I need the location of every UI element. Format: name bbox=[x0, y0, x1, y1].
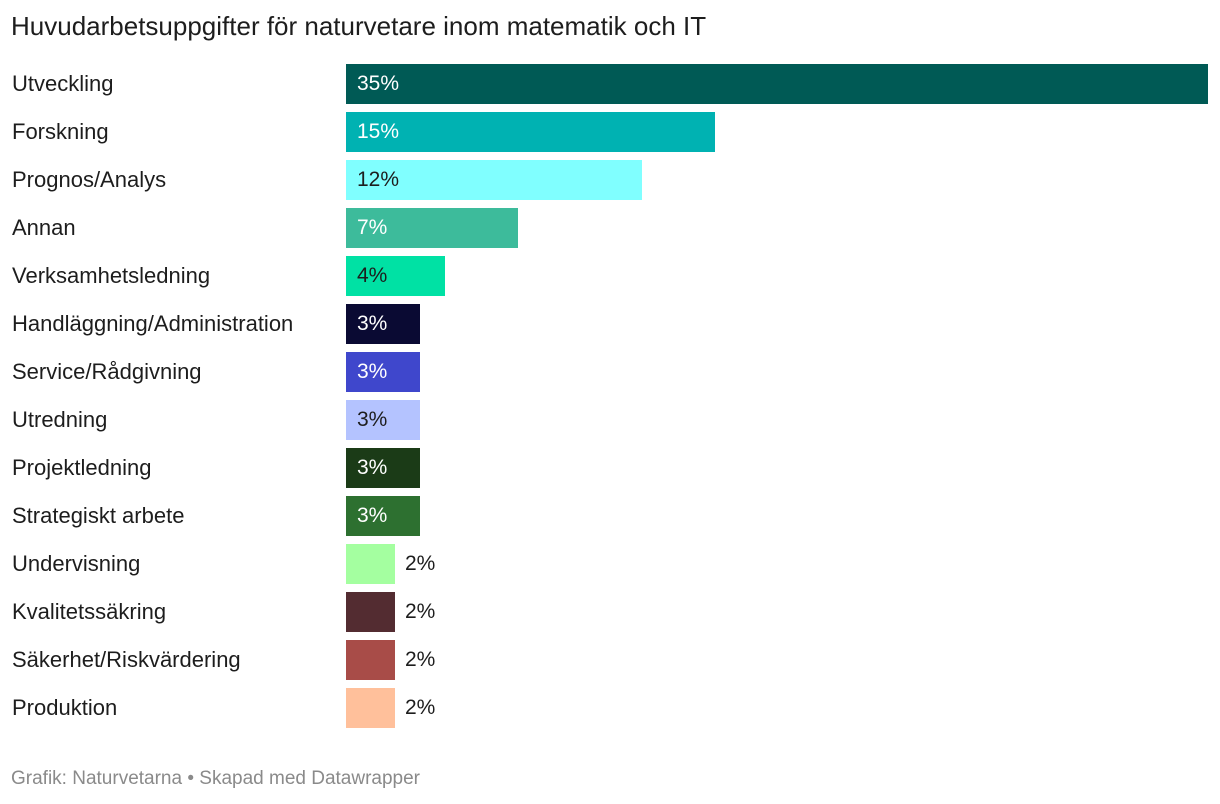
category-label: Forskning bbox=[12, 119, 109, 144]
bar-row: Prognos/Analys 12% bbox=[0, 160, 1220, 208]
bar bbox=[346, 112, 715, 152]
category-label: Verksamhetsledning bbox=[12, 263, 211, 288]
value-label: 7% bbox=[357, 216, 388, 239]
value-label: 12% bbox=[357, 168, 400, 191]
bar bbox=[346, 256, 445, 296]
bar-row: Kvalitetssäkring 2% bbox=[0, 592, 1220, 640]
category-label: Handläggning/Administration bbox=[12, 311, 294, 336]
value-label: 2% bbox=[405, 600, 436, 623]
bar bbox=[346, 448, 420, 488]
category-label: Strategiskt arbete bbox=[12, 503, 185, 528]
value-label: 3% bbox=[357, 360, 388, 383]
bar-row: Annan 7% bbox=[0, 208, 1220, 256]
value-label: 2% bbox=[405, 648, 436, 671]
category-label: Projektledning bbox=[12, 455, 152, 480]
bar-row: Forskning 15% bbox=[0, 112, 1220, 160]
category-label: Utveckling bbox=[12, 71, 114, 96]
value-label: 3% bbox=[357, 408, 388, 431]
bar-chart: Utveckling 35% Forskning 15% Prognos/Analys 1… bbox=[0, 64, 1220, 736]
bar bbox=[346, 352, 420, 392]
bar bbox=[346, 160, 642, 200]
bar bbox=[346, 592, 395, 632]
value-label: 4% bbox=[357, 264, 388, 287]
value-label: 15% bbox=[357, 120, 400, 143]
chart-title: Huvudarbetsuppgifter för naturvetare ino… bbox=[11, 11, 707, 41]
bar-row: Projektledning 3% bbox=[0, 448, 1220, 496]
bar bbox=[346, 304, 420, 344]
bar bbox=[346, 640, 395, 680]
bar-row: Undervisning 2% bbox=[0, 544, 1220, 592]
category-label: Utredning bbox=[12, 407, 108, 432]
chart-footer-credit: Grafik: Naturvetarna • Skapad med Datawr… bbox=[11, 768, 421, 789]
bar-row: Säkerhet/Riskvärdering 2% bbox=[0, 640, 1220, 688]
bar-row: Service/Rådgivning 3% bbox=[0, 352, 1220, 400]
category-label: Undervisning bbox=[12, 551, 141, 576]
category-label: Säkerhet/Riskvärdering bbox=[12, 647, 241, 672]
value-label: 3% bbox=[357, 312, 388, 335]
bar-row: Handläggning/Administration 3% bbox=[0, 304, 1220, 352]
bar bbox=[346, 64, 1208, 104]
value-label: 35% bbox=[357, 72, 400, 95]
value-label: 2% bbox=[405, 552, 436, 575]
category-label: Annan bbox=[12, 215, 76, 240]
bar bbox=[346, 544, 395, 584]
bar-row: Produktion 2% bbox=[0, 688, 1220, 736]
bar bbox=[346, 208, 518, 248]
value-label: 2% bbox=[405, 696, 436, 719]
category-label: Service/Rådgivning bbox=[12, 359, 202, 384]
value-label: 3% bbox=[357, 504, 388, 527]
bar bbox=[346, 400, 420, 440]
bar-row: Verksamhetsledning 4% bbox=[0, 256, 1220, 304]
bar bbox=[346, 688, 395, 728]
bar-row: Strategiskt arbete 3% bbox=[0, 496, 1220, 544]
value-label: 3% bbox=[357, 456, 388, 479]
category-label: Produktion bbox=[12, 695, 118, 720]
category-label: Kvalitetssäkring bbox=[12, 599, 167, 624]
bar-row: Utredning 3% bbox=[0, 400, 1220, 448]
bar bbox=[346, 496, 420, 536]
category-label: Prognos/Analys bbox=[12, 167, 167, 192]
bar-row: Utveckling 35% bbox=[0, 64, 1220, 112]
